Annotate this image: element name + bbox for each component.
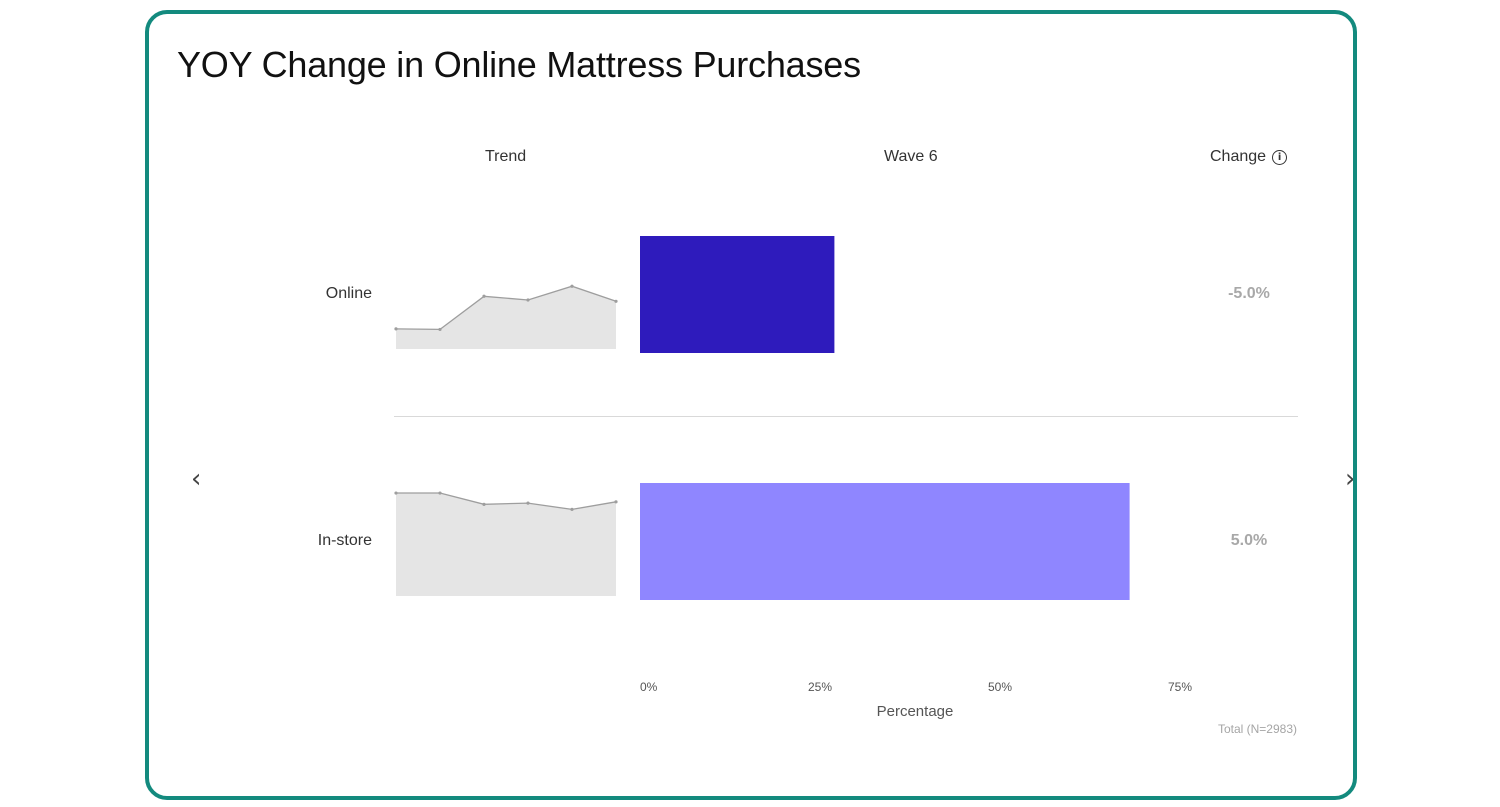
trend-line-instore [396,492,617,511]
x-axis-title: Percentage [877,703,954,720]
row-label-online: Online [325,285,372,302]
x-tick-label: 0% [640,680,658,694]
trend-point-online-2 [482,294,486,298]
trend-point-online-1 [438,327,442,332]
trend-point-online-4 [570,284,574,288]
change-header-label: Change [1210,148,1267,165]
info-icon[interactable]: i [1272,149,1288,165]
trend-point-instore-4 [570,507,574,511]
chevron-left-icon[interactable]: ‹ [191,464,202,494]
trend-point-instore-1 [438,491,442,495]
row-divider [394,416,1298,417]
change-value-online: -5.0% [1228,285,1270,302]
total-count: Total (N=2983) [1217,722,1297,736]
change-column-header: Change i [1210,148,1288,166]
trend-area-online [396,286,616,349]
row-label-instore: In-store [317,532,372,549]
trend-column-header: Trend [485,148,527,165]
chart-title: YOY Change in Online Mattress Purchases [177,44,861,85]
trend-point-online-3 [526,298,530,302]
x-tick-label: 75% [1168,680,1192,694]
trend-point-instore-2 [482,502,486,506]
change-value-instore: 5.0% [1230,532,1268,549]
x-tick-label: 25% [808,680,832,694]
trend-line-online [395,285,617,331]
trend-point-instore-3 [526,501,530,505]
chart-card: YOY Change in Online Mattress Purchases … [145,10,1357,800]
trend-area-instore [396,493,616,596]
trend-point-instore-0 [394,491,398,495]
wave-column-header: Wave 6 [884,148,938,165]
x-tick-label: 50% [988,680,1012,694]
chart-svg: 0% 25% 50% 75% Percentage [394,236,1192,720]
bar-instore [640,483,1130,600]
bar-online [640,236,835,353]
chevron-right-icon[interactable]: › [1345,464,1356,494]
trend-point-online-0 [394,327,398,331]
trend-point-instore-5 [614,500,618,504]
trend-point-online-5 [614,299,618,303]
